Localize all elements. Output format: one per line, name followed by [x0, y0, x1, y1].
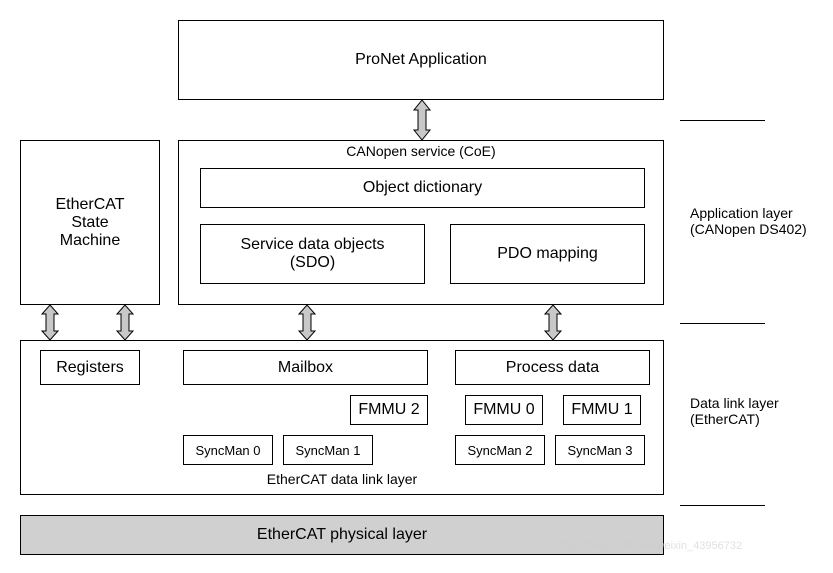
pronet-label: ProNet Application [355, 51, 487, 69]
pdo-label: PDO mapping [497, 245, 598, 263]
sm1-label: SyncMan 1 [295, 443, 360, 458]
pronet-box: ProNet Application [178, 20, 664, 100]
registers-box: Registers [40, 350, 140, 385]
app-layer-label: Application layer (CANopen DS402) [690, 205, 807, 237]
fmmu0-label: FMMU 0 [473, 401, 534, 419]
arrow-icon [412, 100, 432, 140]
fmmu0-box: FMMU 0 [465, 395, 543, 425]
fmmu1-label: FMMU 1 [571, 401, 632, 419]
sm2-box: SyncMan 2 [455, 435, 545, 465]
line-top-1 [680, 120, 765, 121]
sm0-label: SyncMan 0 [195, 443, 260, 458]
dll-title: EtherCAT data link layer [20, 471, 664, 487]
arrow-icon [40, 305, 60, 340]
sm2-label: SyncMan 2 [467, 443, 532, 458]
arrow-icon [543, 305, 563, 340]
data-link-label: Data link layer (EtherCAT) [690, 395, 779, 427]
arrow-icon [297, 305, 317, 340]
line-top-3 [680, 505, 765, 506]
sm3-box: SyncMan 3 [555, 435, 645, 465]
sm0-box: SyncMan 0 [183, 435, 273, 465]
object-dict-label: Object dictionary [363, 179, 482, 197]
fmmu2-label: FMMU 2 [358, 401, 419, 419]
mailbox-label: Mailbox [278, 359, 333, 377]
fmmu1-box: FMMU 1 [563, 395, 641, 425]
esm-label: EtherCAT State Machine [55, 196, 124, 250]
pdo-box: PDO mapping [450, 224, 645, 284]
process-box: Process data [455, 350, 650, 385]
sdo-label: Service data objects (SDO) [240, 236, 384, 272]
fmmu2-box: FMMU 2 [350, 395, 428, 425]
process-label: Process data [506, 359, 599, 377]
mailbox-box: Mailbox [183, 350, 428, 385]
sm1-box: SyncMan 1 [283, 435, 373, 465]
phy-label: EtherCAT physical layer [257, 526, 427, 544]
watermark-text: https://blog.csdn.net/weixin_43956732 [555, 540, 742, 552]
sdo-box: Service data objects (SDO) [200, 224, 425, 284]
registers-label: Registers [56, 359, 124, 377]
esm-box: EtherCAT State Machine [20, 140, 160, 305]
sm3-label: SyncMan 3 [567, 443, 632, 458]
arrow-icon [115, 305, 135, 340]
object-dict-box: Object dictionary [200, 168, 645, 208]
canopen-title: CANopen service (CoE) [178, 143, 664, 159]
line-top-2 [680, 323, 765, 324]
